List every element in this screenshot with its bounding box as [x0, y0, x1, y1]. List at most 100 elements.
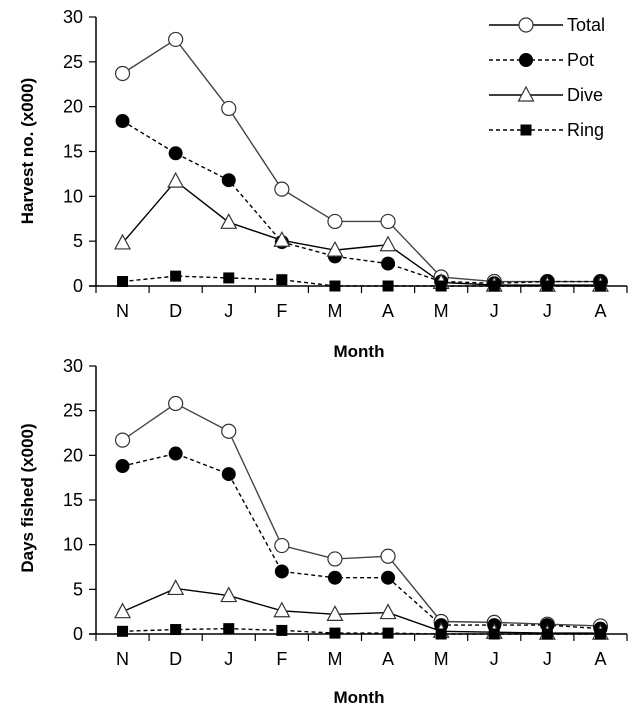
- y-tick-label: 5: [73, 579, 83, 599]
- point-total: [327, 551, 343, 567]
- y-tick-label: 30: [63, 356, 83, 376]
- legend-label-pot: Pot: [567, 50, 594, 70]
- series-line-dive: [122, 180, 601, 286]
- point-ring: [170, 270, 182, 282]
- point-ring: [594, 280, 606, 292]
- point-ring: [276, 274, 288, 286]
- point-dive: [220, 586, 238, 603]
- x-axis-title: Month: [334, 342, 385, 361]
- point-dive: [326, 605, 344, 621]
- point-dive: [326, 240, 344, 257]
- y-tick-label: 15: [63, 490, 83, 510]
- point-ring: [435, 628, 447, 640]
- point-pot: [221, 467, 236, 482]
- x-tick-label: N: [116, 649, 129, 669]
- x-tick-label: M: [434, 649, 449, 669]
- point-ring: [541, 280, 553, 292]
- point-total: [274, 181, 290, 197]
- x-tick-label: J: [490, 301, 499, 321]
- x-axis-title: Month: [334, 688, 385, 707]
- days-fished-chart-panel: Month Days fished (x000) 0 5 10 15 20 25 30 N D J…: [18, 356, 628, 707]
- series-line-total: [122, 38, 601, 283]
- y-tick-label: 5: [73, 231, 83, 251]
- point-dive: [379, 603, 397, 620]
- point-dive: [379, 235, 397, 252]
- x-tick-label: M: [327, 301, 342, 321]
- y-tick-label: 0: [73, 276, 83, 296]
- series-line-pot: [122, 452, 601, 630]
- y-tick-label: 0: [73, 624, 83, 644]
- x-tick-label: M: [434, 301, 449, 321]
- legend: Total Pot Dive Ring: [489, 15, 605, 140]
- point-ring: [488, 628, 500, 640]
- point-pot: [274, 564, 289, 579]
- point-ring: [382, 280, 394, 292]
- point-ring: [223, 272, 235, 284]
- point-dive: [114, 602, 132, 619]
- point-ring: [329, 280, 341, 292]
- point-pot: [327, 570, 342, 585]
- point-pot: [381, 256, 396, 271]
- legend-marker-total: [518, 17, 534, 33]
- x-tick-label: J: [490, 649, 499, 669]
- point-total: [221, 100, 237, 117]
- y-axis-title: Days fished (x000): [18, 423, 37, 572]
- point-pot: [381, 570, 396, 585]
- point-pot: [115, 114, 130, 129]
- x-tick-label: M: [327, 649, 342, 669]
- y-tick-label: 15: [63, 142, 83, 162]
- legend-label-dive: Dive: [567, 85, 603, 105]
- point-ring: [382, 627, 394, 639]
- x-tick-label: J: [224, 301, 233, 321]
- series-line-dive: [122, 587, 601, 634]
- point-ring: [329, 627, 341, 639]
- point-ring: [488, 280, 500, 292]
- point-dive: [167, 171, 185, 188]
- y-tick-label: 10: [63, 535, 83, 555]
- point-ring: [541, 628, 553, 640]
- x-tick-label: J: [543, 301, 552, 321]
- series-line-ring: [122, 275, 601, 287]
- point-total: [114, 65, 131, 82]
- x-tick-label: D: [169, 301, 182, 321]
- legend-label-total: Total: [567, 15, 605, 35]
- x-tick-label: A: [594, 301, 606, 321]
- point-total: [380, 213, 396, 230]
- point-total: [380, 548, 396, 564]
- y-axis-title: Harvest no. (x000): [18, 78, 37, 224]
- point-dive: [273, 601, 291, 618]
- point-total: [168, 31, 184, 48]
- point-ring: [170, 624, 182, 636]
- point-ring: [223, 623, 235, 635]
- point-total: [274, 537, 290, 554]
- legend-marker-pot: [519, 53, 533, 67]
- point-dive: [167, 579, 185, 596]
- y-tick-label: 10: [63, 186, 83, 206]
- x-tick-label: J: [543, 649, 552, 669]
- legend-marker-dive: [517, 85, 535, 102]
- point-dive: [220, 213, 238, 229]
- point-pot: [115, 459, 130, 474]
- point-total: [114, 432, 131, 448]
- point-ring: [276, 624, 288, 636]
- series-line-pot: [122, 120, 601, 285]
- point-total: [327, 213, 343, 230]
- point-pot: [168, 146, 183, 161]
- point-pot: [168, 446, 183, 461]
- x-tick-label: N: [116, 301, 129, 321]
- legend-label-ring: Ring: [567, 120, 604, 140]
- point-ring: [117, 625, 129, 637]
- y-tick-label: 25: [63, 52, 83, 72]
- x-tick-label: A: [382, 649, 394, 669]
- legend-marker-ring: [520, 124, 532, 136]
- series-line-total: [122, 402, 601, 627]
- x-tick-label: D: [169, 649, 182, 669]
- point-pot: [221, 173, 236, 188]
- point-dive: [114, 233, 132, 250]
- x-tick-label: F: [276, 649, 287, 669]
- point-ring: [435, 280, 447, 292]
- y-tick-label: 20: [63, 445, 83, 465]
- point-total: [168, 395, 184, 412]
